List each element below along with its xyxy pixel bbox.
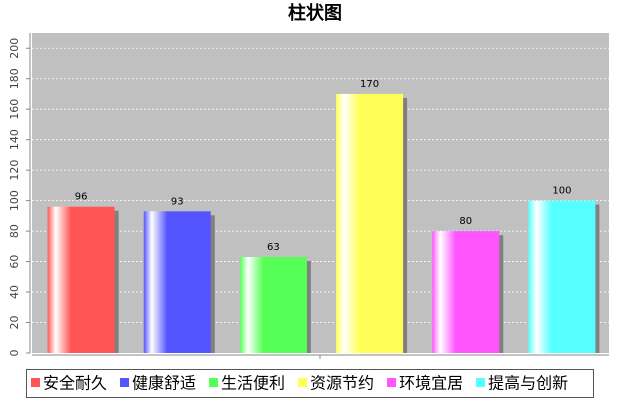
chart-title: 柱状图 [288,2,342,24]
legend-label: 提高与创新 [488,374,568,393]
legend-swatch [209,378,219,387]
value-label: 80 [459,216,472,227]
legend-swatch [120,378,130,387]
value-label: 170 [360,79,379,90]
bar [336,93,404,353]
bar [239,257,307,353]
legend-label: 健康舒适 [132,374,196,393]
value-label: 100 [552,186,571,197]
y-tick-label: 60 [8,255,21,269]
legend-swatch [298,378,308,387]
y-tick-label: 20 [8,316,21,330]
y-tick-label: 140 [8,129,21,150]
y-tick-label: 200 [8,38,21,59]
y-tick-label: 180 [8,68,21,89]
value-label: 93 [171,196,184,207]
y-tick-label: 80 [8,224,21,238]
legend-label: 生活便利 [221,374,285,393]
y-tick-label: 0 [8,350,21,357]
legend-label: 环境宜居 [399,374,463,393]
y-tick-label: 40 [8,285,21,299]
bar [143,211,211,353]
legend-swatch [387,378,397,387]
plot-area [32,33,609,353]
bar [432,231,500,353]
bar [47,206,115,353]
legend-label: 安全耐久 [43,374,107,393]
y-tick-label: 160 [8,99,21,120]
value-label: 96 [75,192,88,203]
y-tick-label: 120 [8,160,21,181]
legend-swatch [476,378,486,387]
value-label: 63 [267,242,280,253]
legend-label: 资源节约 [310,374,374,393]
y-tick-label: 100 [8,190,21,211]
bar [528,200,596,353]
legend-swatch [31,378,40,387]
